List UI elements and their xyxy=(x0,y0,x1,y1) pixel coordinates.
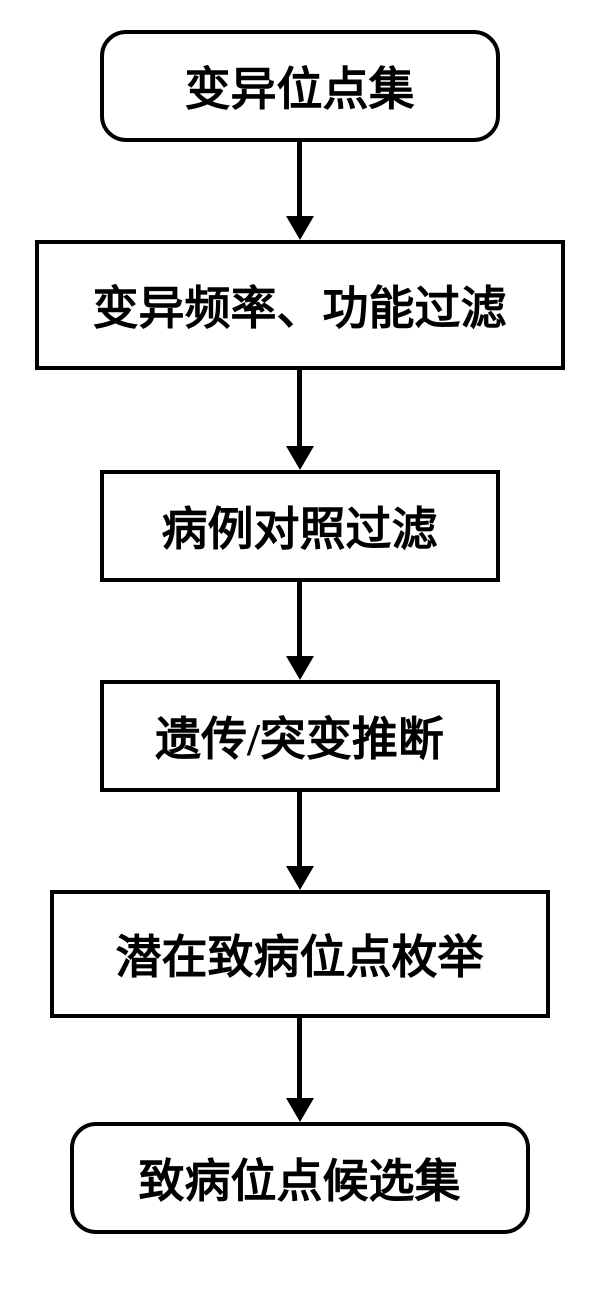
flow-node-n5: 潜在致病位点枚举 xyxy=(50,890,550,1018)
flow-arrow-n2-n3 xyxy=(286,370,314,470)
flow-node-label: 潜在致病位点枚举 xyxy=(116,921,484,987)
flow-node-n3: 病例对照过滤 xyxy=(100,470,500,582)
flow-node-label: 遗传/突变推断 xyxy=(155,703,444,769)
flow-arrow-n1-n2 xyxy=(286,142,314,240)
flow-node-n1: 变异位点集 xyxy=(100,30,500,142)
arrow-head-icon xyxy=(286,1098,314,1122)
flow-arrow-n4-n5 xyxy=(286,792,314,890)
arrow-head-icon xyxy=(286,216,314,240)
flow-node-n2: 变异频率、功能过滤 xyxy=(35,240,565,370)
flow-node-label: 致病位点候选集 xyxy=(139,1145,461,1211)
arrow-shaft xyxy=(297,582,302,656)
arrow-head-icon xyxy=(286,446,314,470)
flowchart-container: 变异位点集变异频率、功能过滤病例对照过滤遗传/突变推断潜在致病位点枚举致病位点候… xyxy=(0,0,599,1308)
arrow-head-icon xyxy=(286,656,314,680)
flow-node-n6: 致病位点候选集 xyxy=(70,1122,530,1234)
flow-node-label: 变异位点集 xyxy=(185,53,415,119)
arrow-shaft xyxy=(297,370,302,446)
flow-node-label: 变异频率、功能过滤 xyxy=(93,272,507,338)
arrow-shaft xyxy=(297,142,302,216)
arrow-shaft xyxy=(297,792,302,866)
flow-arrow-n3-n4 xyxy=(286,582,314,680)
flow-arrow-n5-n6 xyxy=(286,1018,314,1122)
flow-node-n4: 遗传/突变推断 xyxy=(100,680,500,792)
arrow-head-icon xyxy=(286,866,314,890)
flow-node-label: 病例对照过滤 xyxy=(162,493,438,559)
arrow-shaft xyxy=(297,1018,302,1098)
